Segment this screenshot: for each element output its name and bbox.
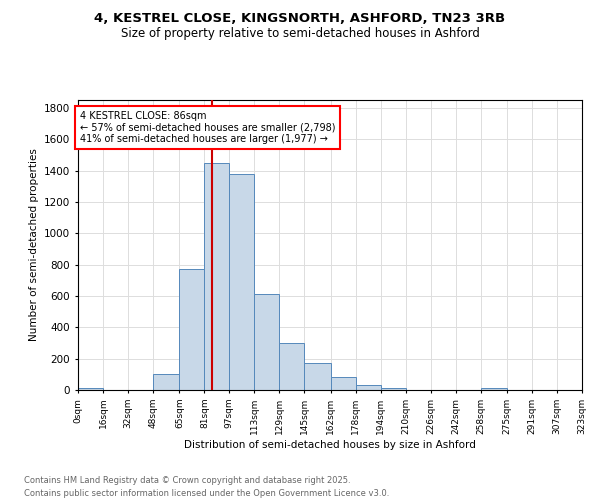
X-axis label: Distribution of semi-detached houses by size in Ashford: Distribution of semi-detached houses by … bbox=[184, 440, 476, 450]
Bar bbox=[356, 386, 381, 390]
Y-axis label: Number of semi-detached properties: Number of semi-detached properties bbox=[29, 148, 38, 342]
Bar bbox=[179, 270, 205, 390]
Bar bbox=[153, 374, 179, 390]
Bar bbox=[279, 343, 304, 390]
Text: 4 KESTREL CLOSE: 86sqm
← 57% of semi-detached houses are smaller (2,798)
41% of : 4 KESTREL CLOSE: 86sqm ← 57% of semi-det… bbox=[80, 111, 335, 144]
Bar bbox=[331, 376, 356, 390]
Bar bbox=[78, 388, 103, 390]
Text: Contains HM Land Registry data © Crown copyright and database right 2025.: Contains HM Land Registry data © Crown c… bbox=[24, 476, 350, 485]
Bar bbox=[205, 162, 229, 390]
Text: Size of property relative to semi-detached houses in Ashford: Size of property relative to semi-detach… bbox=[121, 28, 479, 40]
Bar bbox=[229, 174, 254, 390]
Bar bbox=[304, 364, 331, 390]
Text: Contains public sector information licensed under the Open Government Licence v3: Contains public sector information licen… bbox=[24, 488, 389, 498]
Bar bbox=[381, 388, 406, 390]
Bar bbox=[481, 388, 507, 390]
Text: 4, KESTREL CLOSE, KINGSNORTH, ASHFORD, TN23 3RB: 4, KESTREL CLOSE, KINGSNORTH, ASHFORD, T… bbox=[94, 12, 506, 26]
Bar bbox=[254, 294, 279, 390]
